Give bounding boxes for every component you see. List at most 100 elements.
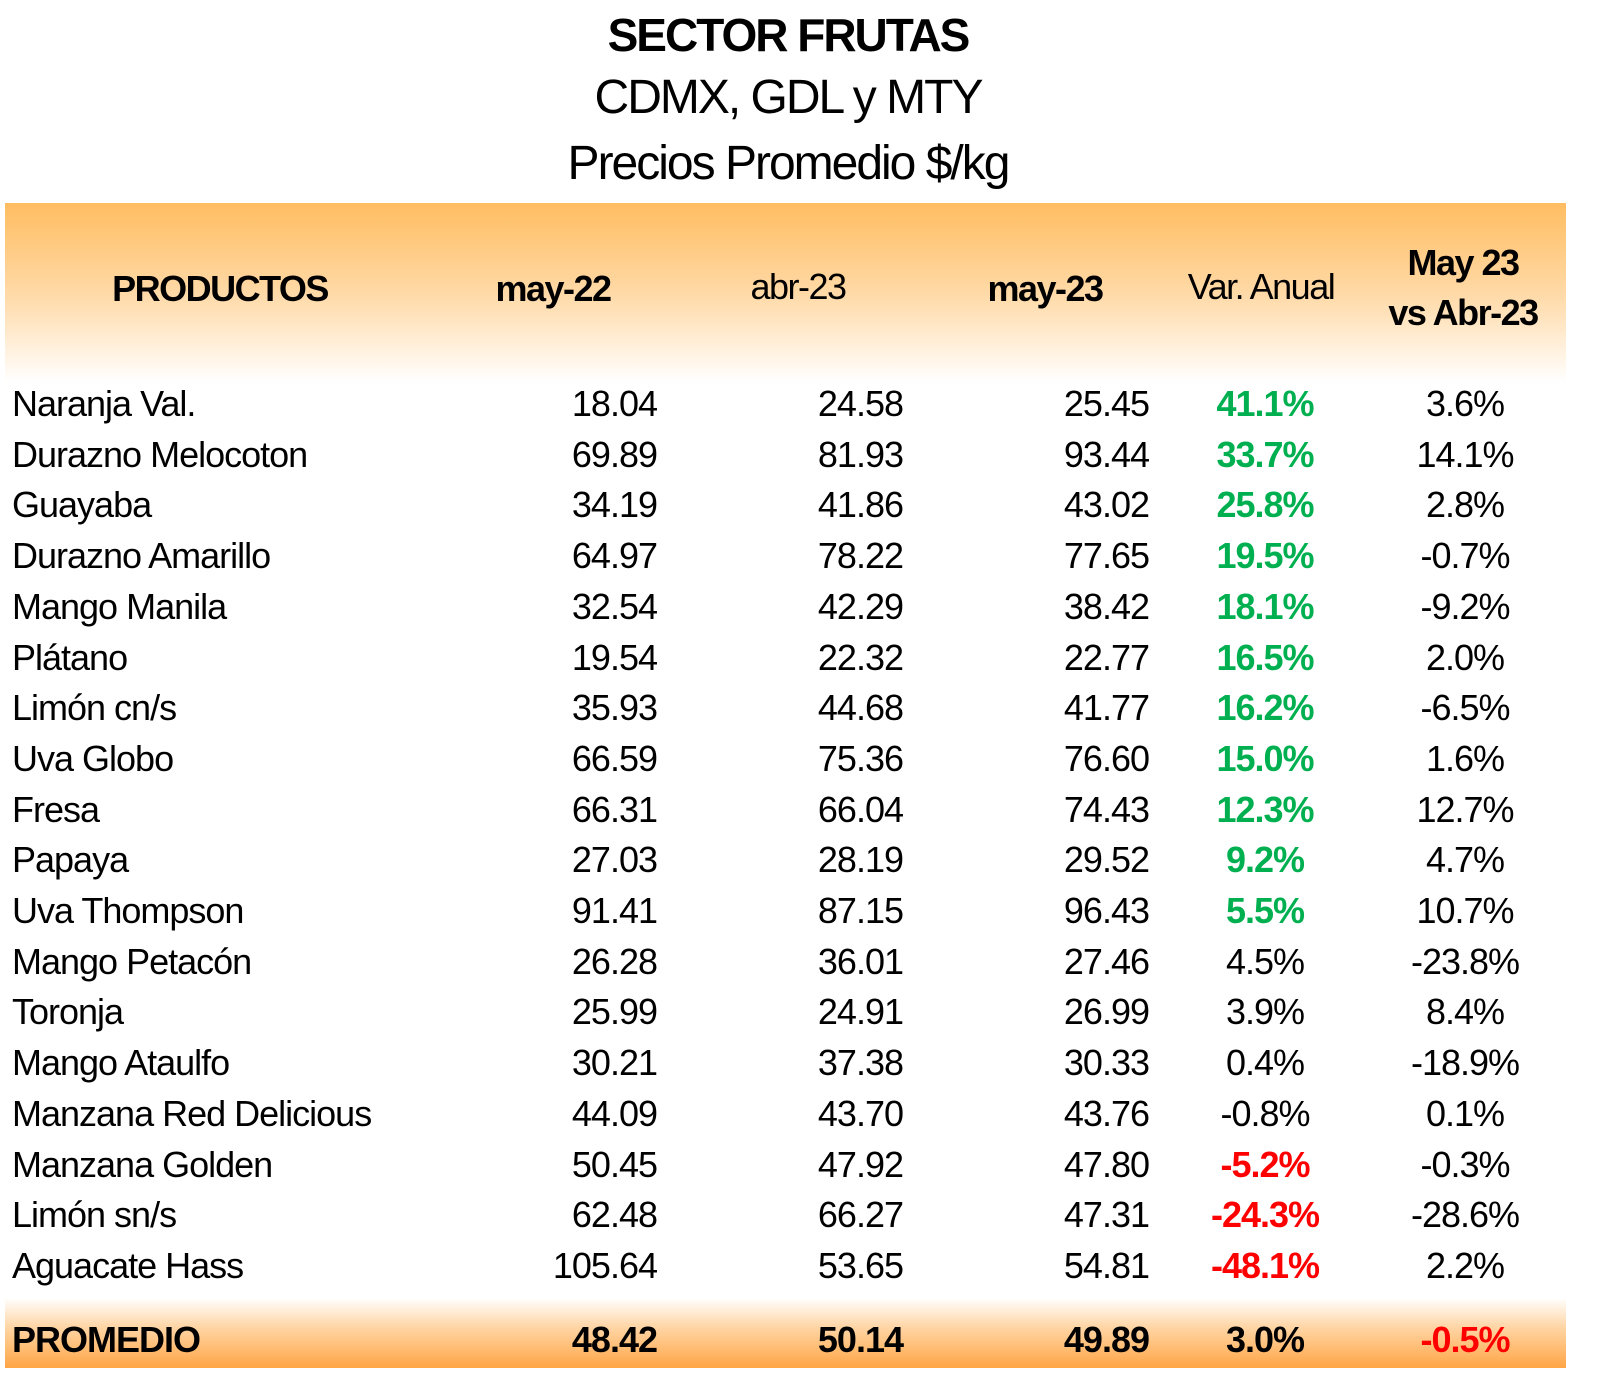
value-may23: 93.44 <box>1063 433 1150 475</box>
header-var-anual: Var. Anual <box>1187 266 1336 307</box>
value-abr23: 24.91 <box>817 991 904 1033</box>
var-anual: 5.5% <box>1225 890 1305 931</box>
var-vs-abr23: 4.7% <box>1425 839 1505 881</box>
value-may22: 30.21 <box>571 1042 658 1084</box>
footer-var: 3.0% <box>1225 1319 1305 1360</box>
header-abr23: abr-23 <box>750 266 847 307</box>
product-name: Plátano <box>12 636 128 678</box>
product-name: Papaya <box>12 839 129 881</box>
var-anual: 18.1% <box>1216 585 1314 627</box>
value-may22: 91.41 <box>571 890 658 931</box>
var-vs-abr23: 2.2% <box>1425 1244 1505 1286</box>
value-abr23: 42.29 <box>817 585 904 627</box>
var-vs-abr23: -0.3% <box>1420 1143 1510 1185</box>
value-abr23: 37.38 <box>817 1042 904 1084</box>
value-may23: 41.77 <box>1063 687 1150 729</box>
value-abr23: 44.68 <box>817 687 904 729</box>
value-may23: 22.77 <box>1063 636 1150 678</box>
value-may22: 34.19 <box>571 484 658 526</box>
product-name: Durazno Amarillo <box>12 535 271 577</box>
header-vs-line1: May 23 <box>1407 242 1520 283</box>
var-vs-abr23: 8.4% <box>1425 991 1505 1033</box>
value-abr23: 22.32 <box>817 636 904 678</box>
value-may23: 43.02 <box>1063 484 1150 526</box>
product-name: Manzana Red Delicious <box>12 1092 372 1134</box>
var-vs-abr23: -18.9% <box>1410 1042 1520 1084</box>
value-abr23: 87.15 <box>817 890 904 931</box>
product-name: Uva Globo <box>12 737 174 779</box>
footer-label: PROMEDIO <box>12 1319 201 1360</box>
var-vs-abr23: 12.7% <box>1416 788 1514 830</box>
var-vs-abr23: -23.8% <box>1410 940 1520 982</box>
value-abr23: 24.58 <box>817 383 904 424</box>
product-name: Guayaba <box>12 484 152 526</box>
value-abr23: 43.70 <box>817 1092 904 1134</box>
var-anual: 41.1% <box>1216 383 1314 424</box>
var-vs-abr23: -0.7% <box>1420 535 1510 577</box>
value-may22: 69.89 <box>571 433 658 475</box>
value-abr23: 75.36 <box>817 737 904 779</box>
product-name: Mango Ataulfo <box>12 1042 230 1084</box>
var-anual: -0.8% <box>1220 1092 1310 1134</box>
value-may23: 26.99 <box>1063 991 1150 1033</box>
footer-abr23: 50.14 <box>817 1319 904 1360</box>
footer-may22: 48.42 <box>571 1319 658 1360</box>
product-name: Limón cn/s <box>12 687 177 729</box>
var-vs-abr23: 0.1% <box>1425 1092 1505 1134</box>
var-anual: 19.5% <box>1216 535 1314 577</box>
value-may22: 50.45 <box>571 1143 658 1185</box>
value-may22: 66.31 <box>571 788 658 830</box>
value-abr23: 66.04 <box>817 788 904 830</box>
value-may22: 27.03 <box>571 839 658 881</box>
value-may22: 26.28 <box>571 940 658 982</box>
var-anual: 3.9% <box>1225 991 1305 1033</box>
var-anual: 33.7% <box>1216 433 1314 475</box>
product-name: Aguacate Hass <box>12 1244 244 1286</box>
var-vs-abr23: 14.1% <box>1416 433 1514 475</box>
value-may22: 66.59 <box>571 737 658 779</box>
value-may23: 74.43 <box>1063 788 1150 830</box>
product-name: Manzana Golden <box>12 1143 273 1185</box>
value-abr23: 36.01 <box>817 940 904 982</box>
value-abr23: 41.86 <box>817 484 904 526</box>
var-vs-abr23: 2.8% <box>1425 484 1505 526</box>
value-may22: 105.64 <box>552 1244 658 1286</box>
value-may23: 27.46 <box>1063 940 1150 982</box>
var-anual: -24.3% <box>1210 1194 1320 1236</box>
footer-vs: -0.5% <box>1420 1319 1510 1360</box>
var-anual: 9.2% <box>1225 839 1305 881</box>
title-cities: CDMX, GDL y MTY <box>594 71 984 124</box>
header-vs-line2: vs Abr-23 <box>1388 292 1539 333</box>
product-name: Uva Thompson <box>12 890 244 931</box>
product-name: Mango Petacón <box>12 940 252 982</box>
var-anual: -5.2% <box>1220 1143 1310 1185</box>
value-may23: 29.52 <box>1063 839 1150 881</box>
value-abr23: 47.92 <box>817 1143 904 1185</box>
value-may23: 38.42 <box>1063 585 1150 627</box>
header-may23: may-23 <box>987 268 1104 309</box>
value-may23: 43.76 <box>1063 1092 1150 1134</box>
var-anual: 25.8% <box>1216 484 1314 526</box>
var-vs-abr23: 10.7% <box>1416 890 1514 931</box>
value-may23: 47.80 <box>1063 1143 1150 1185</box>
var-anual: 12.3% <box>1216 788 1314 830</box>
table-header <box>5 203 1566 383</box>
value-may22: 64.97 <box>571 535 658 577</box>
footer-may23: 49.89 <box>1063 1319 1150 1360</box>
value-abr23: 28.19 <box>817 839 904 881</box>
value-may22: 32.54 <box>571 585 658 627</box>
product-name: Limón sn/s <box>12 1194 177 1236</box>
value-may22: 35.93 <box>571 687 658 729</box>
var-vs-abr23: -28.6% <box>1410 1194 1520 1236</box>
value-may22: 25.99 <box>571 991 658 1033</box>
product-name: Mango Manila <box>12 585 227 627</box>
value-may23: 47.31 <box>1063 1194 1150 1236</box>
var-vs-abr23: -9.2% <box>1420 585 1510 627</box>
value-may23: 30.33 <box>1063 1042 1150 1084</box>
var-anual: 0.4% <box>1225 1042 1305 1084</box>
product-name: Durazno Melocoton <box>12 433 308 475</box>
product-name: Toronja <box>12 991 124 1033</box>
value-abr23: 78.22 <box>817 535 904 577</box>
value-may23: 54.81 <box>1063 1244 1150 1286</box>
var-anual: 4.5% <box>1225 940 1305 982</box>
